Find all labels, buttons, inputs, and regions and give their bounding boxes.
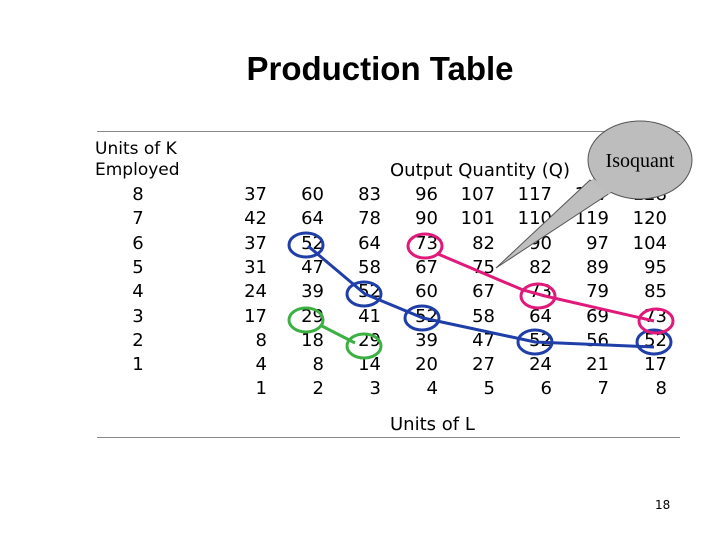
output-quantity-label: Output Quantity (Q)	[390, 160, 570, 181]
k-header-line2: Employed	[95, 160, 180, 180]
blue-isoquant-line	[307, 244, 655, 349]
output-cell: 117	[517, 184, 552, 205]
k-value: 8	[132, 184, 144, 205]
output-cell: 58	[472, 305, 495, 327]
l-value: 2	[312, 378, 324, 400]
output-cell: 83	[358, 184, 381, 205]
pink-isoquant	[406, 232, 675, 335]
output-cell: 75	[472, 256, 495, 278]
isoquant-callout: Isoquant	[495, 120, 693, 269]
output-cell: 39	[415, 329, 438, 351]
l-value: 4	[426, 378, 438, 400]
blue-circle	[345, 280, 383, 308]
output-cell: 27	[472, 354, 495, 376]
output-cell: 42	[244, 208, 267, 230]
output-cell: 67	[472, 281, 495, 303]
output-cell: 17	[244, 305, 267, 327]
output-cell: 37	[244, 232, 267, 254]
l-value: 7	[597, 378, 609, 400]
output-cell: 79	[586, 281, 609, 303]
pink-circle	[637, 307, 675, 335]
output-cell: 18	[301, 329, 324, 351]
output-cell: 67	[415, 256, 438, 278]
output-cell: 89	[586, 256, 609, 278]
output-cell: 78	[358, 208, 381, 230]
output-cell: 95	[644, 256, 667, 278]
output-cell: 8	[255, 329, 267, 351]
output-cell: 60	[415, 281, 438, 303]
k-value: 7	[132, 208, 144, 230]
output-cell: 20	[415, 354, 438, 376]
green-circle	[287, 306, 325, 334]
output-cell: 119	[574, 208, 609, 230]
output-cell: 52	[529, 329, 552, 351]
units-of-l-label: Units of L	[390, 414, 475, 435]
callout-bubble	[587, 120, 693, 200]
callout-joint	[590, 178, 612, 195]
output-cell: 101	[460, 208, 495, 230]
blue-circle	[287, 231, 325, 259]
output-cell: 8	[312, 354, 324, 376]
output-cell: 4	[255, 354, 267, 376]
k-value: 6	[132, 232, 144, 254]
callout-pointer	[495, 179, 611, 269]
k-value: 1	[132, 354, 144, 376]
output-cell: 47	[301, 256, 324, 278]
output-cell: 39	[301, 281, 324, 303]
bottom-rule	[97, 437, 680, 438]
output-cell: 85	[644, 281, 667, 303]
output-cell: 82	[529, 256, 552, 278]
output-cell: 31	[244, 256, 267, 278]
blue-circle	[635, 328, 673, 356]
k-header-line1: Units of K	[95, 139, 177, 159]
output-cell: 21	[586, 354, 609, 376]
top-rule	[97, 131, 680, 132]
blue-circle	[403, 304, 441, 332]
page-number: 18	[655, 498, 671, 512]
k-value: 4	[132, 281, 144, 303]
output-cell: 58	[358, 256, 381, 278]
callout-text: Isoquant	[606, 150, 675, 172]
output-cell: 104	[632, 232, 667, 254]
l-value: 6	[540, 378, 552, 400]
output-cell: 24	[529, 354, 552, 376]
green-isoquant	[287, 306, 383, 360]
output-cell: 41	[358, 305, 381, 327]
output-cell: 82	[472, 232, 495, 254]
output-cell: 96	[415, 184, 438, 205]
l-value: 3	[369, 378, 381, 400]
output-cell: 17	[644, 354, 667, 376]
pink-circle	[406, 232, 444, 260]
output-cell: 64	[358, 232, 381, 254]
output-cell: 97	[586, 232, 609, 254]
output-cell: 64	[301, 208, 324, 230]
k-axis-header: Units of K Employed	[95, 139, 180, 181]
output-cell: 24	[244, 281, 267, 303]
l-value: 5	[483, 378, 495, 400]
pink-isoquant-line	[437, 252, 655, 323]
output-cell: 47	[472, 329, 495, 351]
l-value: 1	[255, 378, 267, 400]
k-value: 2	[132, 329, 144, 351]
green-circle	[345, 332, 383, 360]
output-cell: 64	[529, 305, 552, 327]
output-cell: 120	[632, 208, 667, 230]
output-cell: 73	[415, 232, 438, 254]
l-value: 8	[655, 378, 667, 400]
page-title: Production Table	[246, 50, 514, 87]
output-cell: 90	[415, 208, 438, 230]
blue-circle	[516, 328, 554, 356]
output-cell: 107	[460, 184, 495, 205]
output-cell: 60	[301, 184, 324, 205]
k-value: 5	[132, 256, 144, 278]
pink-circle	[519, 282, 557, 310]
output-cell: 37	[244, 184, 267, 205]
blue-isoquant	[287, 231, 673, 356]
k-value: 3	[132, 305, 144, 327]
